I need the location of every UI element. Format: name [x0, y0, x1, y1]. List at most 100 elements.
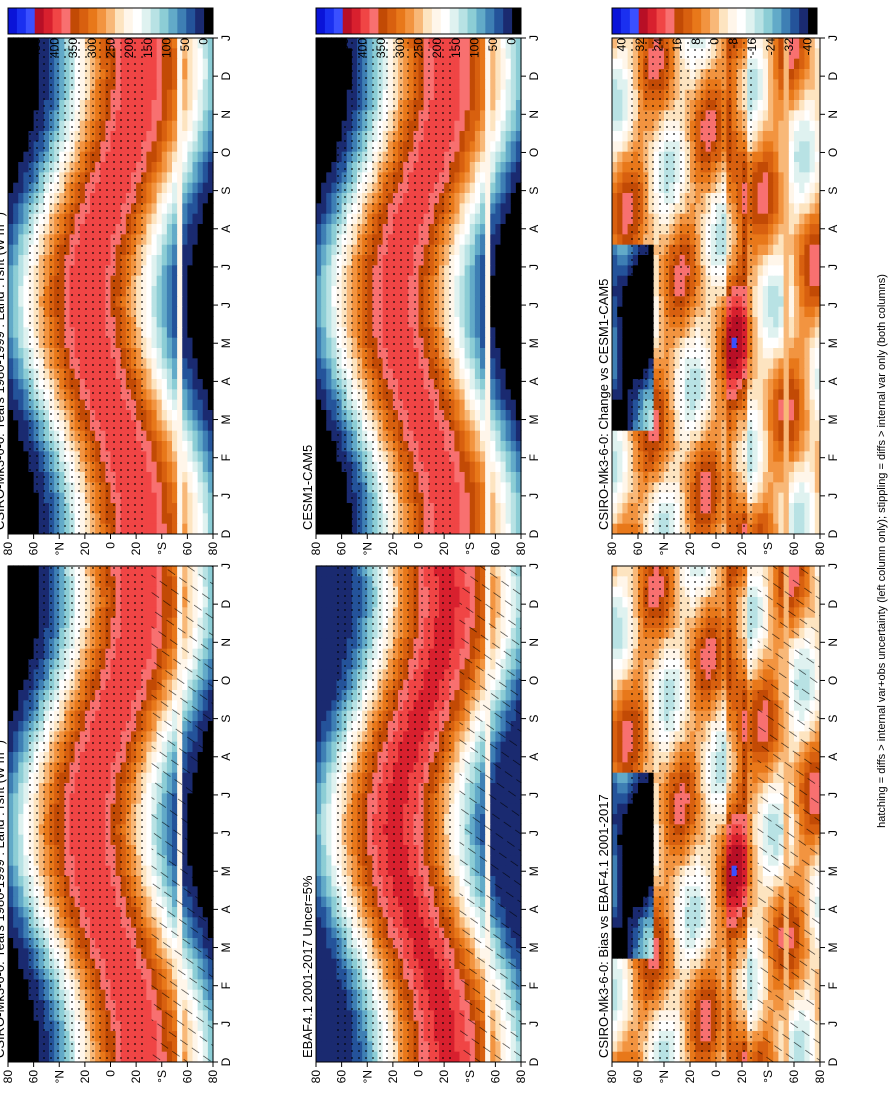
heatmap-cell: [192, 223, 199, 235]
heatmap-cell: [156, 440, 163, 452]
heatmap-cell: [172, 440, 178, 452]
month-label: J: [219, 264, 233, 270]
heatmap-cell: [161, 89, 168, 100]
heatmap-cell: [192, 492, 199, 503]
heatmap-cell: [202, 378, 209, 390]
lat-label: °S: [155, 1070, 169, 1083]
heatmap-cell: [182, 481, 188, 493]
heatmap-cell: [8, 575, 14, 587]
month-label: J: [219, 35, 233, 41]
heatmap-cell: [202, 244, 209, 255]
heatmap-cell: [202, 140, 209, 152]
heatmap-cell: [151, 337, 158, 348]
heatmap-cell: [316, 844, 322, 856]
heatmap-cell: [151, 89, 158, 100]
heatmap-cell: [202, 512, 209, 524]
heatmap-cell: [161, 254, 168, 266]
heatmap-cell: [177, 140, 183, 152]
heatmap-cell: [172, 99, 178, 111]
heatmap-cell: [13, 223, 19, 235]
heatmap-cell: [156, 316, 163, 328]
heatmap-cell: [13, 875, 19, 887]
heatmap-cell: [187, 68, 194, 80]
heatmap-cell: [13, 813, 19, 825]
heatmap-cell: [18, 213, 24, 224]
heatmap-cell: [13, 89, 19, 100]
heatmap-cell: [197, 430, 204, 441]
heatmap-cell: [13, 450, 19, 462]
heatmap-cell: [182, 316, 188, 328]
heatmap-cell: [187, 492, 194, 503]
panel-title-tail: ): [0, 212, 7, 216]
heatmap-cell: [151, 244, 158, 255]
heatmap-cell: [202, 58, 209, 69]
month-label: A: [219, 905, 233, 913]
heatmap-cell: [177, 337, 183, 348]
heatmap-cell: [161, 233, 168, 245]
heatmap-cell: [8, 813, 14, 825]
heatmap-cell: [316, 999, 322, 1011]
heatmap-cell: [182, 399, 188, 410]
heatmap-cell: [192, 399, 199, 410]
heatmap-cell: [166, 120, 173, 131]
heatmap-cell: [316, 792, 322, 804]
heatmap-cell: [197, 337, 204, 348]
heatmap-cell: [187, 461, 194, 472]
heatmap-cell: [8, 1020, 14, 1031]
heatmap-cell: [161, 161, 168, 173]
heatmap-cell: [151, 109, 158, 121]
heatmap-cell: [18, 481, 24, 493]
heatmap-cell: [18, 617, 24, 628]
heatmap-cell: [187, 316, 194, 328]
heatmap-cell: [13, 751, 19, 763]
heatmap-cell: [207, 502, 214, 514]
heatmap-cell: [156, 140, 163, 152]
heatmap-cell: [151, 347, 158, 359]
heatmap-cell: [146, 968, 153, 980]
heatmap-cell: [13, 596, 19, 608]
heatmap-cell: [13, 502, 19, 514]
heatmap-cell: [187, 109, 194, 121]
heatmap-cell: [161, 285, 168, 297]
heatmap-cell: [151, 223, 158, 235]
heatmap-cell: [182, 378, 188, 390]
heatmap-cell: [8, 171, 14, 183]
heatmap-cell: [161, 357, 168, 369]
heatmap-cell: [321, 844, 327, 856]
heatmap-cell: [177, 471, 183, 483]
heatmap-cell: [192, 109, 199, 121]
heatmap-cell: [8, 834, 14, 845]
heatmap-cell: [161, 109, 168, 121]
heatmap-cell: [18, 823, 24, 835]
heatmap-cell: [177, 58, 183, 69]
heatmap-cell: [156, 295, 163, 307]
heatmap-cell: [18, 596, 24, 608]
heatmap-cell: [172, 357, 178, 369]
month-label: N: [219, 110, 233, 119]
heatmap-cell: [156, 430, 163, 441]
heatmap-cell: [321, 896, 327, 907]
heatmap-cell: [151, 492, 158, 503]
heatmap-cell: [8, 1030, 14, 1042]
heatmap-cell: [13, 409, 19, 421]
heatmap-cell: [316, 947, 322, 959]
heatmap-cell: [161, 419, 168, 431]
heatmap-cell: [13, 378, 19, 390]
heatmap-cell: [326, 885, 332, 897]
heatmap-cell: [321, 803, 327, 814]
heatmap-cell: [146, 606, 153, 618]
heatmap-cell: [177, 213, 183, 224]
heatmap-cell: [182, 337, 188, 348]
heatmap-cell: [161, 120, 168, 131]
heatmap-cell: [187, 295, 194, 307]
heatmap-cell: [187, 99, 194, 111]
heatmap-cell: [192, 326, 199, 338]
heatmap-cell: [166, 161, 173, 173]
heatmap-cell: [13, 140, 19, 152]
heatmap-cell: [18, 772, 24, 783]
heatmap-cell: [166, 130, 173, 142]
heatmap-cell: [166, 388, 173, 400]
heatmap-cell: [187, 368, 194, 379]
panel-title: CSIRO-Mk3-6-0: Years 1980-1999 : Land : …: [0, 212, 7, 530]
heatmap-cell: [18, 648, 24, 659]
